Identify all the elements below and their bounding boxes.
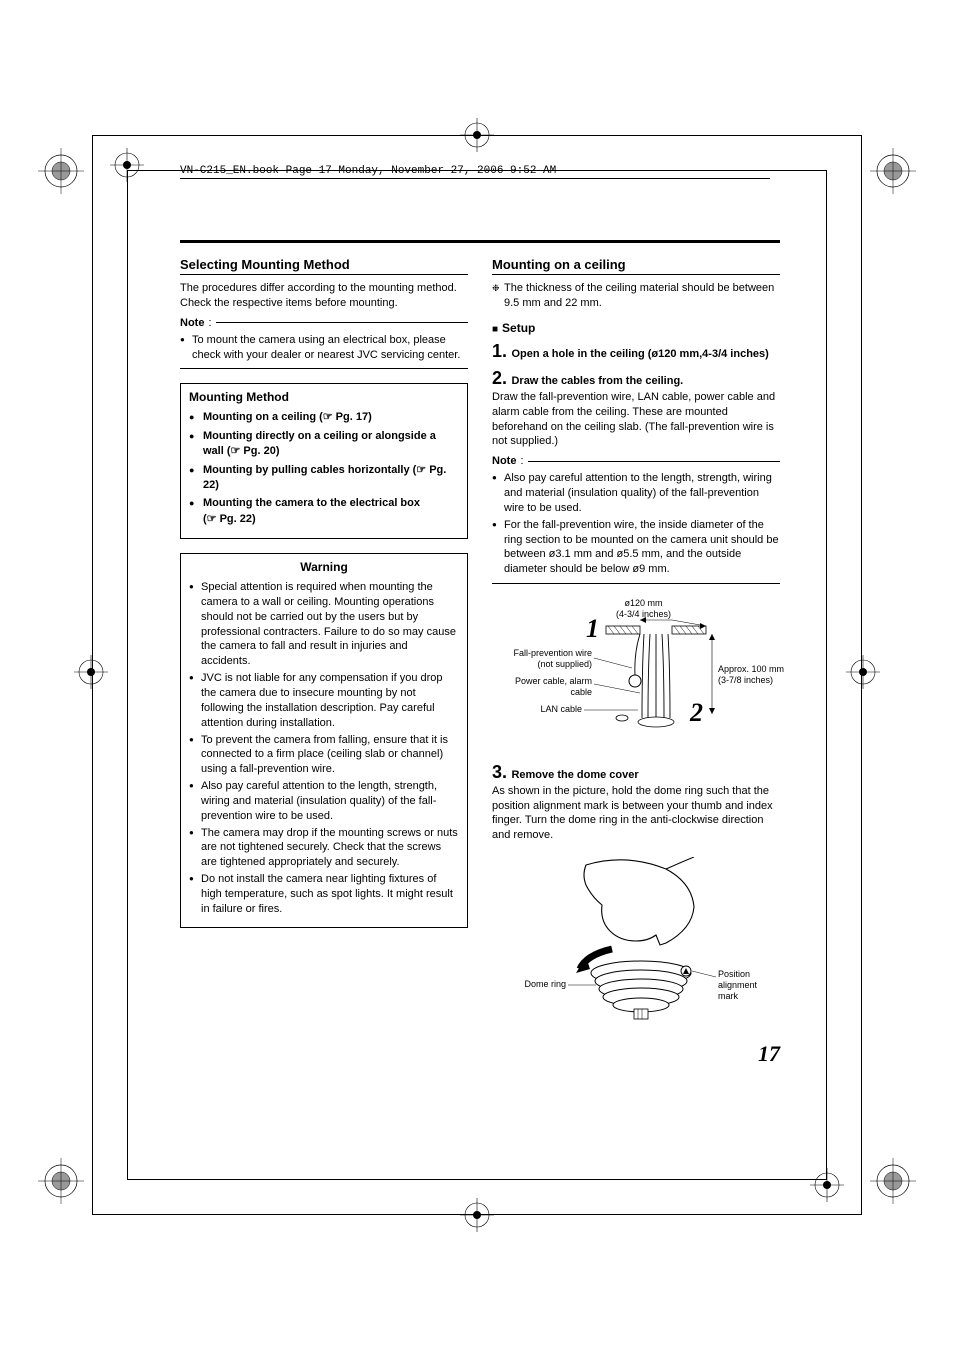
alignment-mark-label: Position alignment mark xyxy=(718,969,757,1001)
header-rule xyxy=(180,178,770,179)
setup-heading: ■Setup xyxy=(492,321,780,335)
note-item: To mount the camera using an electrical … xyxy=(180,333,468,363)
method-item: Mounting directly on a ceiling or alongs… xyxy=(189,429,459,460)
ceiling-diagram: ø120 mm (4-3/4 inches) Fall-prevention w… xyxy=(506,598,766,738)
note-list-2: Also pay careful attention to the length… xyxy=(492,471,780,577)
page-content: Selecting Mounting Method The procedures… xyxy=(180,240,780,1027)
method-heading: Mounting Method xyxy=(189,390,459,404)
note-list: To mount the camera using an electrical … xyxy=(180,333,468,363)
power-label: Power cable, alarm cable xyxy=(506,676,592,698)
heading-mounting-ceiling: Mounting on a ceiling xyxy=(492,257,780,275)
reg-mark-icon xyxy=(870,1158,916,1204)
dome-ring-label: Dome ring xyxy=(516,979,566,990)
left-column: Selecting Mounting Method The procedures… xyxy=(180,257,468,1027)
diagram-number-1: 1 xyxy=(586,614,599,644)
method-item: Mounting the camera to the electrical bo… xyxy=(189,496,459,527)
dim-label: ø120 mm (4-3/4 inches) xyxy=(616,598,671,620)
warning-item: Do not install the camera near lighting … xyxy=(189,872,459,917)
approx-label: Approx. 100 mm (3-7/8 inches) xyxy=(718,664,784,686)
warning-item: Special attention is required when mount… xyxy=(189,580,459,669)
reg-mark-icon xyxy=(38,148,84,194)
fallwire-label: Fall-prevention wire (not supplied) xyxy=(506,648,592,670)
right-column: Mounting on a ceiling ❉ The thickness of… xyxy=(492,257,780,1027)
warning-item: To prevent the camera from falling, ensu… xyxy=(189,733,459,778)
top-rule xyxy=(180,240,780,243)
prepress-header: VN-C215_EN.book Page 17 Monday, November… xyxy=(180,165,556,177)
note-rule-2: Note: xyxy=(492,455,780,467)
method-item: Mounting by pulling cables horizontally … xyxy=(189,463,459,494)
heading-selecting: Selecting Mounting Method xyxy=(180,257,468,275)
note-label: Note xyxy=(492,455,516,467)
dome-diagram-svg xyxy=(516,857,756,1027)
intro-text: The procedures differ according to the m… xyxy=(180,281,468,311)
step-2-body: Draw the fall-prevention wire, LAN cable… xyxy=(492,390,780,449)
method-item: Mounting on a ceiling (☞ Pg. 17) xyxy=(189,410,459,425)
warning-item: The camera may drop if the mounting scre… xyxy=(189,826,459,871)
diagram-number-2: 2 xyxy=(690,698,703,728)
note-end-rule xyxy=(180,368,468,369)
lan-label: LAN cable xyxy=(506,704,582,715)
step-3: 3. Remove the dome cover xyxy=(492,762,780,784)
warning-box: Warning Special attention is required wh… xyxy=(180,553,468,928)
note-item: Also pay careful attention to the length… xyxy=(492,471,780,516)
warning-heading: Warning xyxy=(189,560,459,574)
dome-diagram: Dome ring Position alignment mark xyxy=(516,857,756,1027)
step-2: 2. Draw the cables from the ceiling. xyxy=(492,368,780,390)
reg-mark-icon xyxy=(870,148,916,194)
page-number: 17 xyxy=(758,1041,780,1067)
reg-mark-icon xyxy=(38,1158,84,1204)
step-3-body: As shown in the picture, hold the dome r… xyxy=(492,784,780,843)
warning-item: JVC is not liable for any compensation i… xyxy=(189,671,459,730)
warning-item: Also pay careful attention to the length… xyxy=(189,779,459,824)
step-1: 1. Open a hole in the ceiling (ø120 mm,4… xyxy=(492,341,780,363)
note-rule: Note: xyxy=(180,317,468,329)
note-end-rule-2 xyxy=(492,583,780,584)
method-box: Mounting Method Mounting on a ceiling (☞… xyxy=(180,383,468,539)
note-item: For the fall-prevention wire, the inside… xyxy=(492,518,780,577)
note-label: Note xyxy=(180,317,204,329)
ceiling-prereq: ❉ The thickness of the ceiling material … xyxy=(492,281,780,311)
